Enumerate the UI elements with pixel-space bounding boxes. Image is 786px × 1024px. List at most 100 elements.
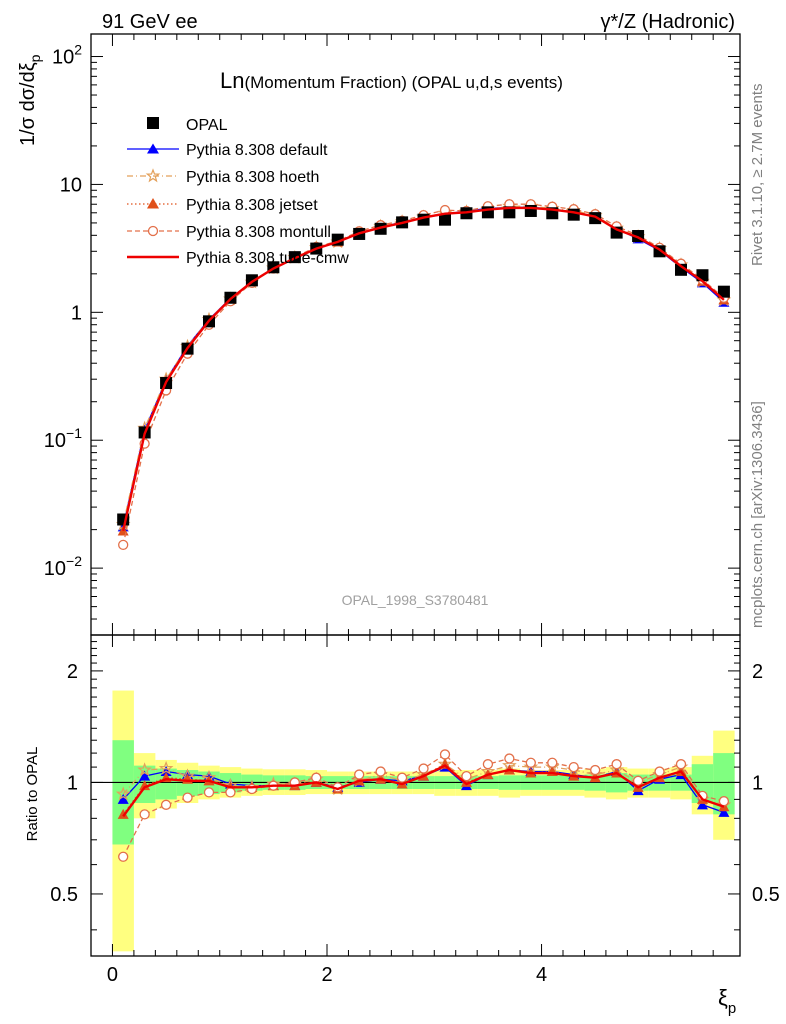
main-y-tick-label: 10−1	[44, 425, 82, 452]
ratio-point-jetset	[117, 808, 129, 819]
main-marks	[115, 198, 732, 551]
legend-entry-default: Pythia 8.308 default	[127, 142, 328, 159]
ratio-point-montull	[118, 851, 129, 862]
ratio-point-montull	[568, 761, 579, 773]
legend-entry-opal: OPAL	[147, 117, 228, 134]
ratio-point-montull	[611, 759, 622, 770]
ratio-point-montull	[418, 763, 429, 774]
ratio-point-montull	[182, 792, 193, 803]
rivet-label: Rivet 3.1.10, ≥ 2.7M events	[749, 84, 766, 267]
main-y-tick-label: 1	[71, 302, 82, 324]
ratio-axes: 2 2 1 1 0.5 0.5 0 2 4	[50, 635, 780, 986]
tick-exponent: 2	[74, 42, 82, 58]
legend-entry-tunecmw: Pythia 8.308 tune-cmw	[127, 250, 349, 267]
legend: OPAL Pythia 8.308 default Pythia 8.308 h…	[127, 117, 349, 267]
ratio-line-tunecmw	[122, 764, 725, 818]
main-y-tick-label: 10−2	[44, 553, 82, 580]
x-tick-label: 2	[321, 964, 332, 986]
ratio-point-default	[718, 806, 730, 817]
legend-label-opal: OPAL	[186, 117, 228, 134]
ratio-point-montull	[547, 757, 558, 768]
ratio-frame	[90, 634, 741, 957]
tick-exponent: −1	[66, 425, 82, 441]
x-tick-label: 0	[107, 964, 118, 986]
process-label: γ*/Z (Hadronic)	[601, 11, 735, 33]
legend-label-jetset: Pythia 8.308 jetset	[186, 197, 318, 214]
ratio-point-montull	[525, 757, 536, 768]
ratio-point-montull	[225, 787, 236, 798]
mcplots-label: mcplots.cern.ch [arXiv:1306.3436]	[749, 401, 766, 628]
ratio-band-inner	[112, 740, 134, 845]
ratio-point-montull	[482, 759, 494, 770]
legend-entry-hoeth: Pythia 8.308 hoeth	[127, 168, 319, 186]
tick-base: 10	[44, 558, 66, 580]
main-line-montull	[122, 203, 725, 546]
main-line-tunecmw	[122, 206, 725, 531]
analysis-watermark: OPAL_1998_S3780481	[342, 592, 489, 608]
data-point-opal	[439, 213, 451, 226]
ratio-point-default	[117, 793, 129, 804]
ratio-point-montull	[439, 749, 451, 760]
legend-label-default: Pythia 8.308 default	[186, 142, 328, 159]
ratio-y-tick-label: 0.5	[50, 884, 78, 906]
main-point-montull	[118, 539, 129, 551]
ratio-point-montull	[632, 775, 644, 786]
legend-marker-default	[147, 143, 159, 154]
data-point-opal	[567, 208, 580, 221]
tick-base: 10	[52, 47, 74, 69]
x-tick-label: 4	[536, 964, 547, 986]
ratio-point-montull	[246, 783, 258, 795]
ratio-point-montull	[160, 799, 172, 810]
legend-marker-montull	[147, 225, 159, 237]
tick-base: 10	[44, 430, 66, 452]
ratio-point-montull	[354, 769, 365, 780]
ratio-point-montull	[375, 766, 386, 777]
title-rest: (Momentum Fraction) (OPAL u,d,s events)	[244, 73, 562, 92]
ratio-panel: 2 2 1 1 0.5 0.5 0 2 4 Ratio to OPAL ξp	[24, 634, 780, 1017]
ratio-point-hoeth	[158, 760, 174, 775]
legend-entry-jetset: Pythia 8.308 jetset	[127, 197, 318, 214]
legend-label-hoeth: Pythia 8.308 hoeth	[186, 169, 319, 186]
ratio-point-montull	[311, 772, 322, 783]
x-axis-label: ξp	[718, 985, 736, 1017]
ratio-y-tick-label: 1	[67, 772, 78, 794]
legend-label-tunecmw: Pythia 8.308 tune-cmw	[186, 250, 349, 267]
main-y-tick-label: 10	[60, 174, 82, 196]
ratio-point-jetset	[460, 776, 472, 787]
legend-entry-montull: Pythia 8.308 montull	[127, 224, 331, 241]
ratio-point-montull	[396, 772, 408, 783]
legend-marker-opal	[147, 117, 159, 129]
ratio-marks	[91, 690, 740, 952]
ratio-y-tick-label-right: 2	[752, 661, 763, 683]
main-y-tick-label: 102	[52, 42, 82, 69]
ratio-point-hoeth	[137, 762, 152, 777]
title-ln: Ln	[220, 68, 244, 93]
ratio-y-tick-label-right: 0.5	[752, 884, 780, 906]
ratio-point-montull	[139, 809, 150, 820]
energy-label: 91 GeV ee	[102, 11, 198, 33]
ratio-point-montull	[654, 766, 665, 777]
ratio-point-jetset	[139, 780, 151, 791]
ratio-y-tick-label-right: 1	[752, 772, 763, 794]
ratio-point-montull	[461, 770, 472, 782]
ratio-point-montull	[504, 753, 515, 764]
ratio-band-inner	[155, 768, 177, 800]
main-y-label: 1/σ dσ/dξp	[17, 54, 43, 146]
ratio-y-label: Ratio to OPAL	[24, 747, 41, 842]
tick-exponent: −2	[66, 553, 82, 569]
ratio-point-montull	[718, 796, 730, 807]
plot-title: Ln(Momentum Fraction) (OPAL u,d,s events…	[220, 68, 563, 93]
ratio-y-tick-label: 2	[67, 661, 78, 683]
legend-label-montull: Pythia 8.308 montull	[186, 224, 331, 241]
ratio-band-inner	[713, 753, 735, 815]
ratio-point-hoeth	[115, 786, 131, 801]
ratio-point-default	[696, 799, 708, 810]
ratio-point-montull	[590, 764, 601, 776]
legend-marker-jetset	[147, 198, 159, 209]
data-point-opal	[717, 285, 730, 298]
ratio-point-montull	[675, 759, 687, 770]
ratio-point-default	[139, 770, 151, 781]
